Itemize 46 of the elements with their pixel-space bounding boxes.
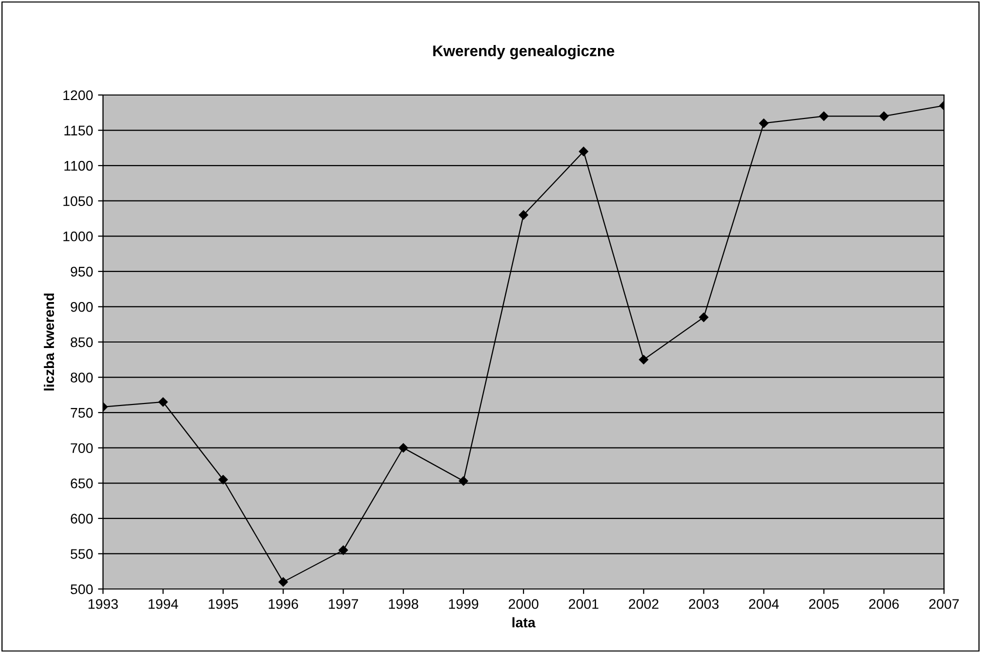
x-tick-label: 2004: [749, 599, 779, 609]
x-tick-label: 2003: [688, 599, 719, 609]
point: [699, 312, 708, 322]
point: [819, 112, 828, 121]
y-tick-label: 950: [70, 266, 93, 277]
point: [278, 577, 288, 587]
x-tick-label: 1996: [268, 599, 298, 609]
point: [158, 397, 168, 407]
x-tick-label: 2002: [628, 599, 658, 609]
y-tick-label: 900: [70, 302, 93, 312]
point: [759, 118, 768, 128]
x-tick-label: 1993: [88, 599, 118, 609]
x-tick-label: 2000: [508, 599, 538, 609]
y-tick-label: 500: [70, 584, 93, 594]
y-tick-label: 1150: [64, 126, 93, 136]
y-tick-label: 1100: [64, 160, 93, 171]
y-tick-label: 750: [70, 408, 93, 418]
x-tick-label: 2001: [568, 599, 598, 609]
x-tick-label: 1999: [449, 599, 478, 609]
x-tick-label: 1995: [208, 599, 238, 609]
y-tick-label: 800: [70, 372, 93, 382]
y-tick-label: 600: [70, 514, 93, 524]
x-tick-label: 2005: [809, 599, 839, 609]
y-tick-label: 650: [70, 478, 93, 488]
y-tick-label: 1000: [63, 231, 93, 242]
point: [639, 355, 648, 364]
x-tick-label: 2006: [869, 599, 899, 609]
point: [458, 476, 468, 486]
y-tick-label: 1050: [63, 196, 93, 206]
point: [518, 210, 528, 220]
point: [338, 546, 348, 555]
point: [578, 146, 588, 156]
x-tick-label: 1997: [328, 599, 358, 609]
y-axis-title: liczba kwerend: [44, 294, 54, 390]
point: [879, 112, 889, 121]
x-axis-title: lata: [512, 617, 536, 628]
point: [398, 443, 408, 452]
chart-title: Kwerendy genealogiczne: [433, 45, 614, 60]
y-tick-label: 850: [70, 337, 93, 348]
x-tick-label: 1998: [388, 599, 418, 609]
y-tick-label: 550: [70, 549, 93, 559]
y-tick-label: 1200: [63, 90, 93, 100]
x-tick-label: 1994: [148, 599, 178, 609]
point: [218, 474, 228, 484]
x-tick-label: 2007: [929, 599, 959, 609]
y-tick-label: 700: [70, 443, 93, 454]
